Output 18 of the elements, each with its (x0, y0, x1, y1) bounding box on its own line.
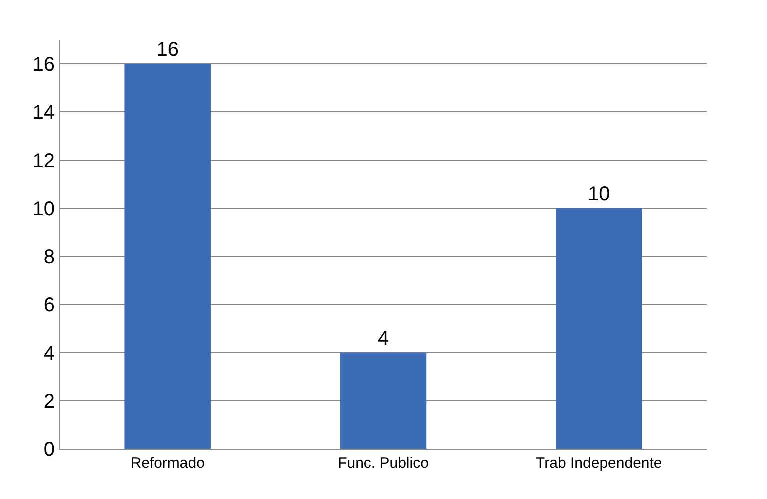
y-tick-label: 10 (32, 198, 55, 220)
y-tick-label: 14 (32, 102, 55, 124)
y-tick-label: 16 (32, 54, 55, 76)
y-tick-label: 4 (44, 342, 55, 365)
y-tick-label: 8 (44, 246, 55, 269)
x-tick-label: Func. Publico (338, 455, 429, 472)
x-tick-label: Reformado (130, 455, 205, 472)
y-tick-label: 0 (44, 439, 55, 461)
bar (340, 352, 427, 449)
y-tick-label: 6 (44, 294, 55, 317)
x-tick-label: Trab Independente (536, 455, 662, 472)
y-tick-label: 12 (32, 150, 55, 172)
data-label: 10 (588, 183, 610, 206)
data-label: 16 (156, 39, 179, 62)
data-label: 4 (378, 328, 390, 350)
y-tick-label: 2 (44, 390, 55, 413)
bar (556, 208, 642, 449)
bar (124, 64, 211, 449)
